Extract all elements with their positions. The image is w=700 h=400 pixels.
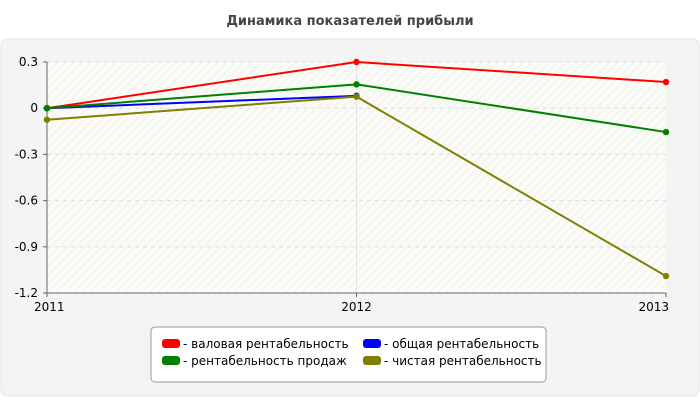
- legend-swatch: [162, 356, 180, 365]
- legend-box: [150, 326, 547, 383]
- x-tick-label: 2013: [638, 300, 669, 314]
- data-point: [43, 105, 51, 112]
- data-point: [662, 128, 670, 136]
- legend-label: - рентабельность продаж: [183, 354, 347, 368]
- x-tick-label: 2012: [341, 300, 372, 314]
- legend-swatch: [363, 356, 381, 365]
- y-tick-label: 0: [30, 101, 38, 115]
- legend-label: - чистая рентабельность: [384, 354, 542, 368]
- data-point: [662, 78, 670, 86]
- y-tick-label: -0.6: [15, 194, 38, 208]
- chart-title: Динамика показателей прибыли: [226, 14, 473, 29]
- y-tick-label: 0.3: [19, 55, 38, 69]
- x-tick-label: 2011: [34, 300, 65, 314]
- legend-label: - общая рентабельность: [384, 337, 539, 351]
- y-tick-label: -1.2: [15, 286, 38, 300]
- series: [43, 58, 670, 280]
- data-point: [662, 272, 670, 280]
- legend: - валовая рентабельность - общая рентабел…: [150, 326, 547, 383]
- y-tick-label: -0.3: [15, 147, 38, 161]
- data-point: [353, 81, 360, 88]
- data-point: [353, 58, 360, 66]
- legend-swatch: [162, 339, 180, 348]
- legend-swatch: [363, 339, 381, 348]
- grid: [47, 61, 666, 293]
- legend-label: - валовая рентабельность: [183, 337, 349, 351]
- series-line-2: [46, 94, 357, 110]
- x-ticks: 2011 2012 2013: [34, 293, 669, 314]
- data-point: [353, 93, 360, 100]
- y-tick-label: -0.9: [15, 240, 38, 254]
- data-point: [43, 116, 51, 123]
- y-ticks: 0.3 0 -0.3 -0.6 -0.9 -1.2: [15, 55, 47, 300]
